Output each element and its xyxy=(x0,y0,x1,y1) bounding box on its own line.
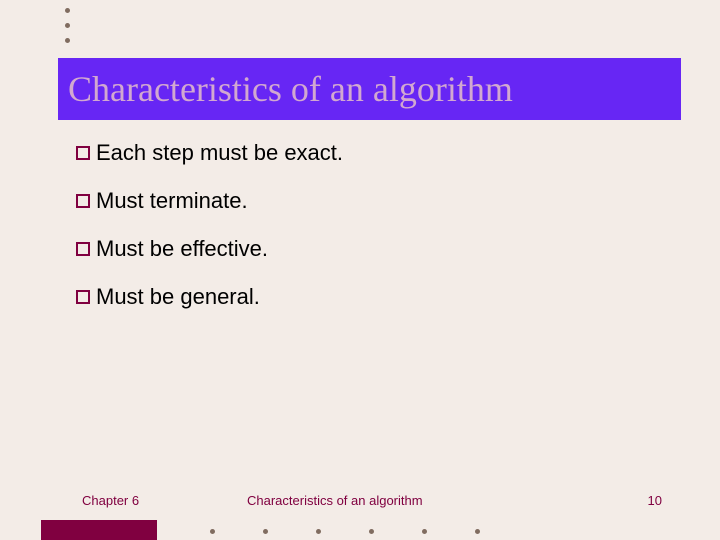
decor-dot xyxy=(65,38,70,43)
decor-dot xyxy=(65,8,70,13)
decor-dot xyxy=(210,529,215,534)
accent-bar xyxy=(41,520,157,540)
decor-dot xyxy=(422,529,427,534)
bullet-item: Each step must be exact. xyxy=(76,140,676,166)
decor-dot xyxy=(316,529,321,534)
square-bullet-icon xyxy=(76,194,90,208)
body-area: Each step must be exact. Must terminate. M… xyxy=(76,140,676,332)
bullet-text: Must terminate. xyxy=(96,188,248,214)
bullet-text: Must be effective. xyxy=(96,236,268,262)
square-bullet-icon xyxy=(76,242,90,256)
footer: Chapter 6 Characteristics of an algorith… xyxy=(82,493,662,508)
decor-dots-top xyxy=(65,8,70,43)
square-bullet-icon xyxy=(76,146,90,160)
bullet-item: Must be general. xyxy=(76,284,676,310)
bullet-item: Must terminate. xyxy=(76,188,676,214)
decor-dot xyxy=(65,23,70,28)
square-bullet-icon xyxy=(76,290,90,304)
bullet-text: Must be general. xyxy=(96,284,260,310)
footer-chapter: Chapter 6 xyxy=(82,493,247,508)
decor-dot xyxy=(475,529,480,534)
bullet-item: Must be effective. xyxy=(76,236,676,262)
footer-page-number: 10 xyxy=(622,493,662,508)
footer-title: Characteristics of an algorithm xyxy=(247,493,622,508)
decor-dots-bottom xyxy=(210,529,480,534)
decor-dot xyxy=(369,529,374,534)
bullet-text: Each step must be exact. xyxy=(96,140,343,166)
slide-title: Characteristics of an algorithm xyxy=(68,68,513,110)
title-banner: Characteristics of an algorithm xyxy=(58,58,681,120)
decor-dot xyxy=(263,529,268,534)
